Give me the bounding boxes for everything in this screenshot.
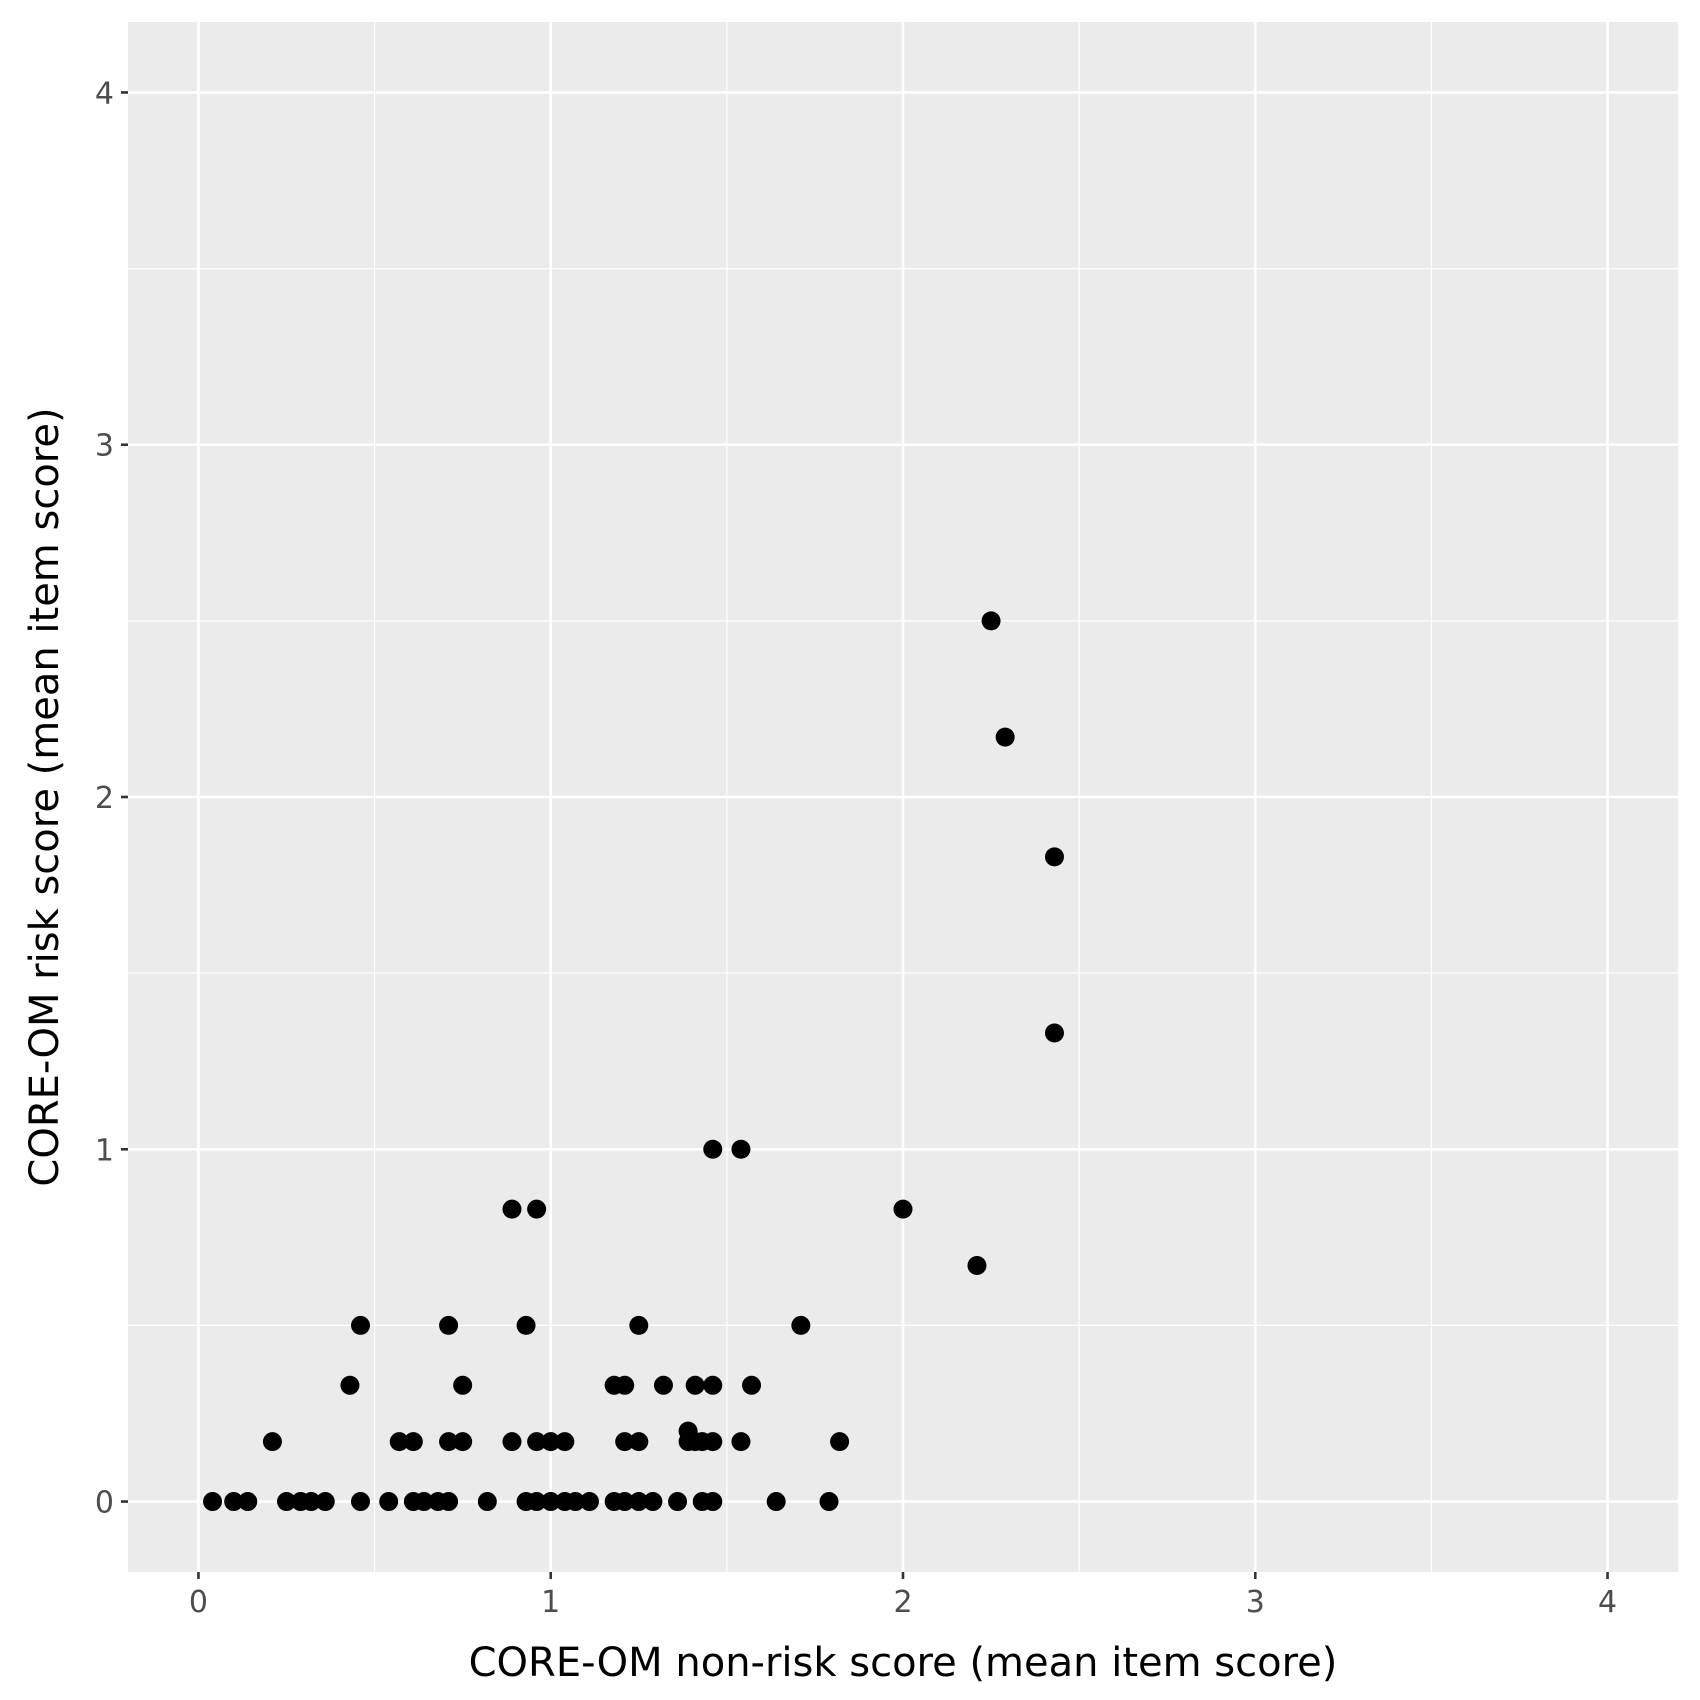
data-point [565,1492,585,1512]
data-point [224,1492,244,1512]
data-point [439,1432,459,1452]
y-tick-label: 1 [95,1133,114,1168]
data-point [819,1492,839,1512]
data-point [414,1492,434,1512]
data-point [502,1199,522,1219]
y-axis: 0 1 2 3 4 [95,76,128,1521]
data-point [653,1375,673,1395]
data-point [453,1375,473,1395]
data-point [541,1492,561,1512]
data-point [301,1492,321,1512]
y-tick-label: 0 [95,1486,114,1521]
data-point [439,1315,459,1335]
data-point [555,1432,575,1452]
data-point [615,1375,635,1395]
data-point [703,1432,723,1452]
data-point [967,1256,987,1276]
data-point [527,1199,547,1219]
data-point [1044,847,1064,867]
x-tick-label: 3 [1246,1585,1265,1620]
data-point [340,1375,360,1395]
data-point [238,1492,258,1512]
data-point [541,1432,561,1452]
data-point [315,1492,335,1512]
x-axis-title: CORE-OM non-risk score (mean item score) [469,1640,1338,1686]
data-point [615,1492,635,1512]
data-point [629,1492,649,1512]
data-point [579,1492,599,1512]
data-point [731,1432,751,1452]
data-point [830,1432,850,1452]
data-point [516,1315,536,1335]
data-point [995,727,1015,747]
data-point [731,1139,751,1159]
data-point [668,1492,688,1512]
data-point [629,1432,649,1452]
data-point [453,1432,473,1452]
data-point [981,611,1001,631]
x-tick-label: 4 [1598,1585,1617,1620]
x-tick-label: 2 [893,1585,912,1620]
data-point [403,1432,423,1452]
data-point [766,1492,786,1512]
data-point [615,1432,635,1452]
data-point [439,1492,459,1512]
data-point [351,1315,370,1335]
data-point [703,1375,723,1395]
data-point [893,1199,913,1219]
data-point [791,1315,811,1335]
data-point [629,1315,649,1335]
data-point [742,1375,762,1395]
y-tick-label: 4 [95,76,114,111]
data-points [203,611,1064,1512]
data-point [351,1492,370,1512]
data-point [277,1492,297,1512]
data-point [703,1492,723,1512]
data-point [643,1492,663,1512]
data-point [703,1139,723,1159]
data-point [203,1492,223,1512]
x-axis: 0 1 2 3 4 [189,1572,1617,1620]
data-point [527,1432,547,1452]
data-point [379,1492,399,1512]
grid-major [128,22,1678,1572]
data-point [527,1492,547,1512]
x-tick-label: 1 [541,1585,560,1620]
data-point [502,1432,522,1452]
data-point [389,1432,409,1452]
data-point [1044,1023,1064,1043]
data-point [262,1432,282,1452]
y-tick-label: 3 [95,429,114,464]
x-tick-label: 0 [189,1585,208,1620]
y-tick-label: 2 [95,781,114,816]
data-point [477,1492,497,1512]
data-point [685,1375,705,1395]
y-axis-title: CORE-OM risk score (mean item score) [22,407,68,1186]
